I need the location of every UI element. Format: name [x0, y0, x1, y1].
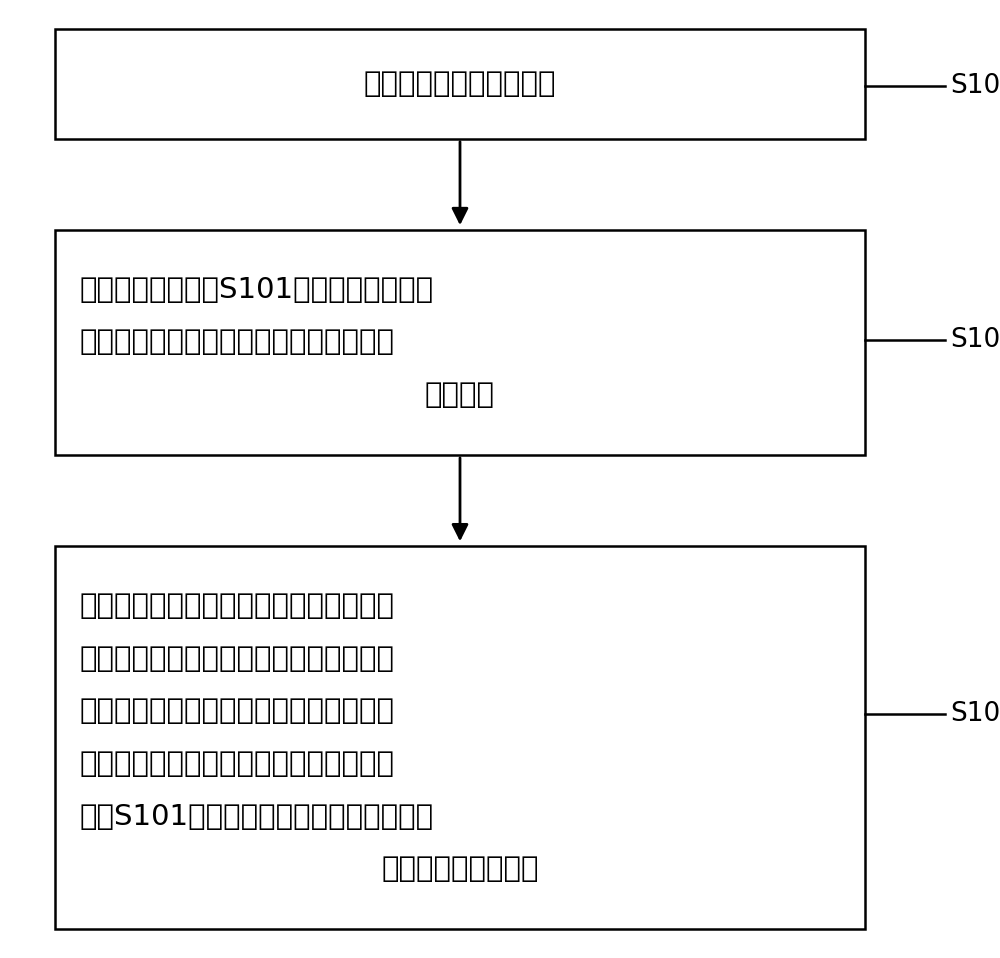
Text: 到籽晶层: 到籽晶层 — [425, 381, 495, 409]
Text: 当利用所述籽晶层制得类单晶硅锭后，将: 当利用所述籽晶层制得类单晶硅锭后，将 — [80, 592, 395, 620]
Text: 步骤S101方法得到的新的所述子籽晶，以: 步骤S101方法得到的新的所述子籽晶，以 — [80, 803, 434, 831]
Text: S102: S102 — [950, 327, 1000, 354]
Bar — [55, 230, 865, 455]
Text: S101: S101 — [950, 73, 1000, 100]
Text: 将籽晶切割成多层子籽晶: 将籽晶切割成多层子籽晶 — [364, 70, 556, 98]
Text: 得到新的所述籽晶层: 得到新的所述籽晶层 — [381, 855, 539, 883]
Text: S103: S103 — [950, 700, 1000, 727]
Text: 未与所述类单晶硅锭底部黏结，且完好的: 未与所述类单晶硅锭底部黏结，且完好的 — [80, 645, 395, 673]
Text: 提供坩埚，将步骤S101中得到的所述子籽: 提供坩埚，将步骤S101中得到的所述子籽 — [80, 276, 434, 304]
Bar — [55, 546, 865, 929]
Text: 所述子籽晶重新铺设在所述坩埚的底部，: 所述子籽晶重新铺设在所述坩埚的底部， — [80, 697, 395, 725]
Text: 并在所述子籽晶的上方多层叠加铺设采用: 并在所述子籽晶的上方多层叠加铺设采用 — [80, 750, 395, 778]
Text: 晶多层叠加铺设在所述坩埚的底部，以得: 晶多层叠加铺设在所述坩埚的底部，以得 — [80, 329, 395, 356]
Bar — [55, 29, 865, 139]
